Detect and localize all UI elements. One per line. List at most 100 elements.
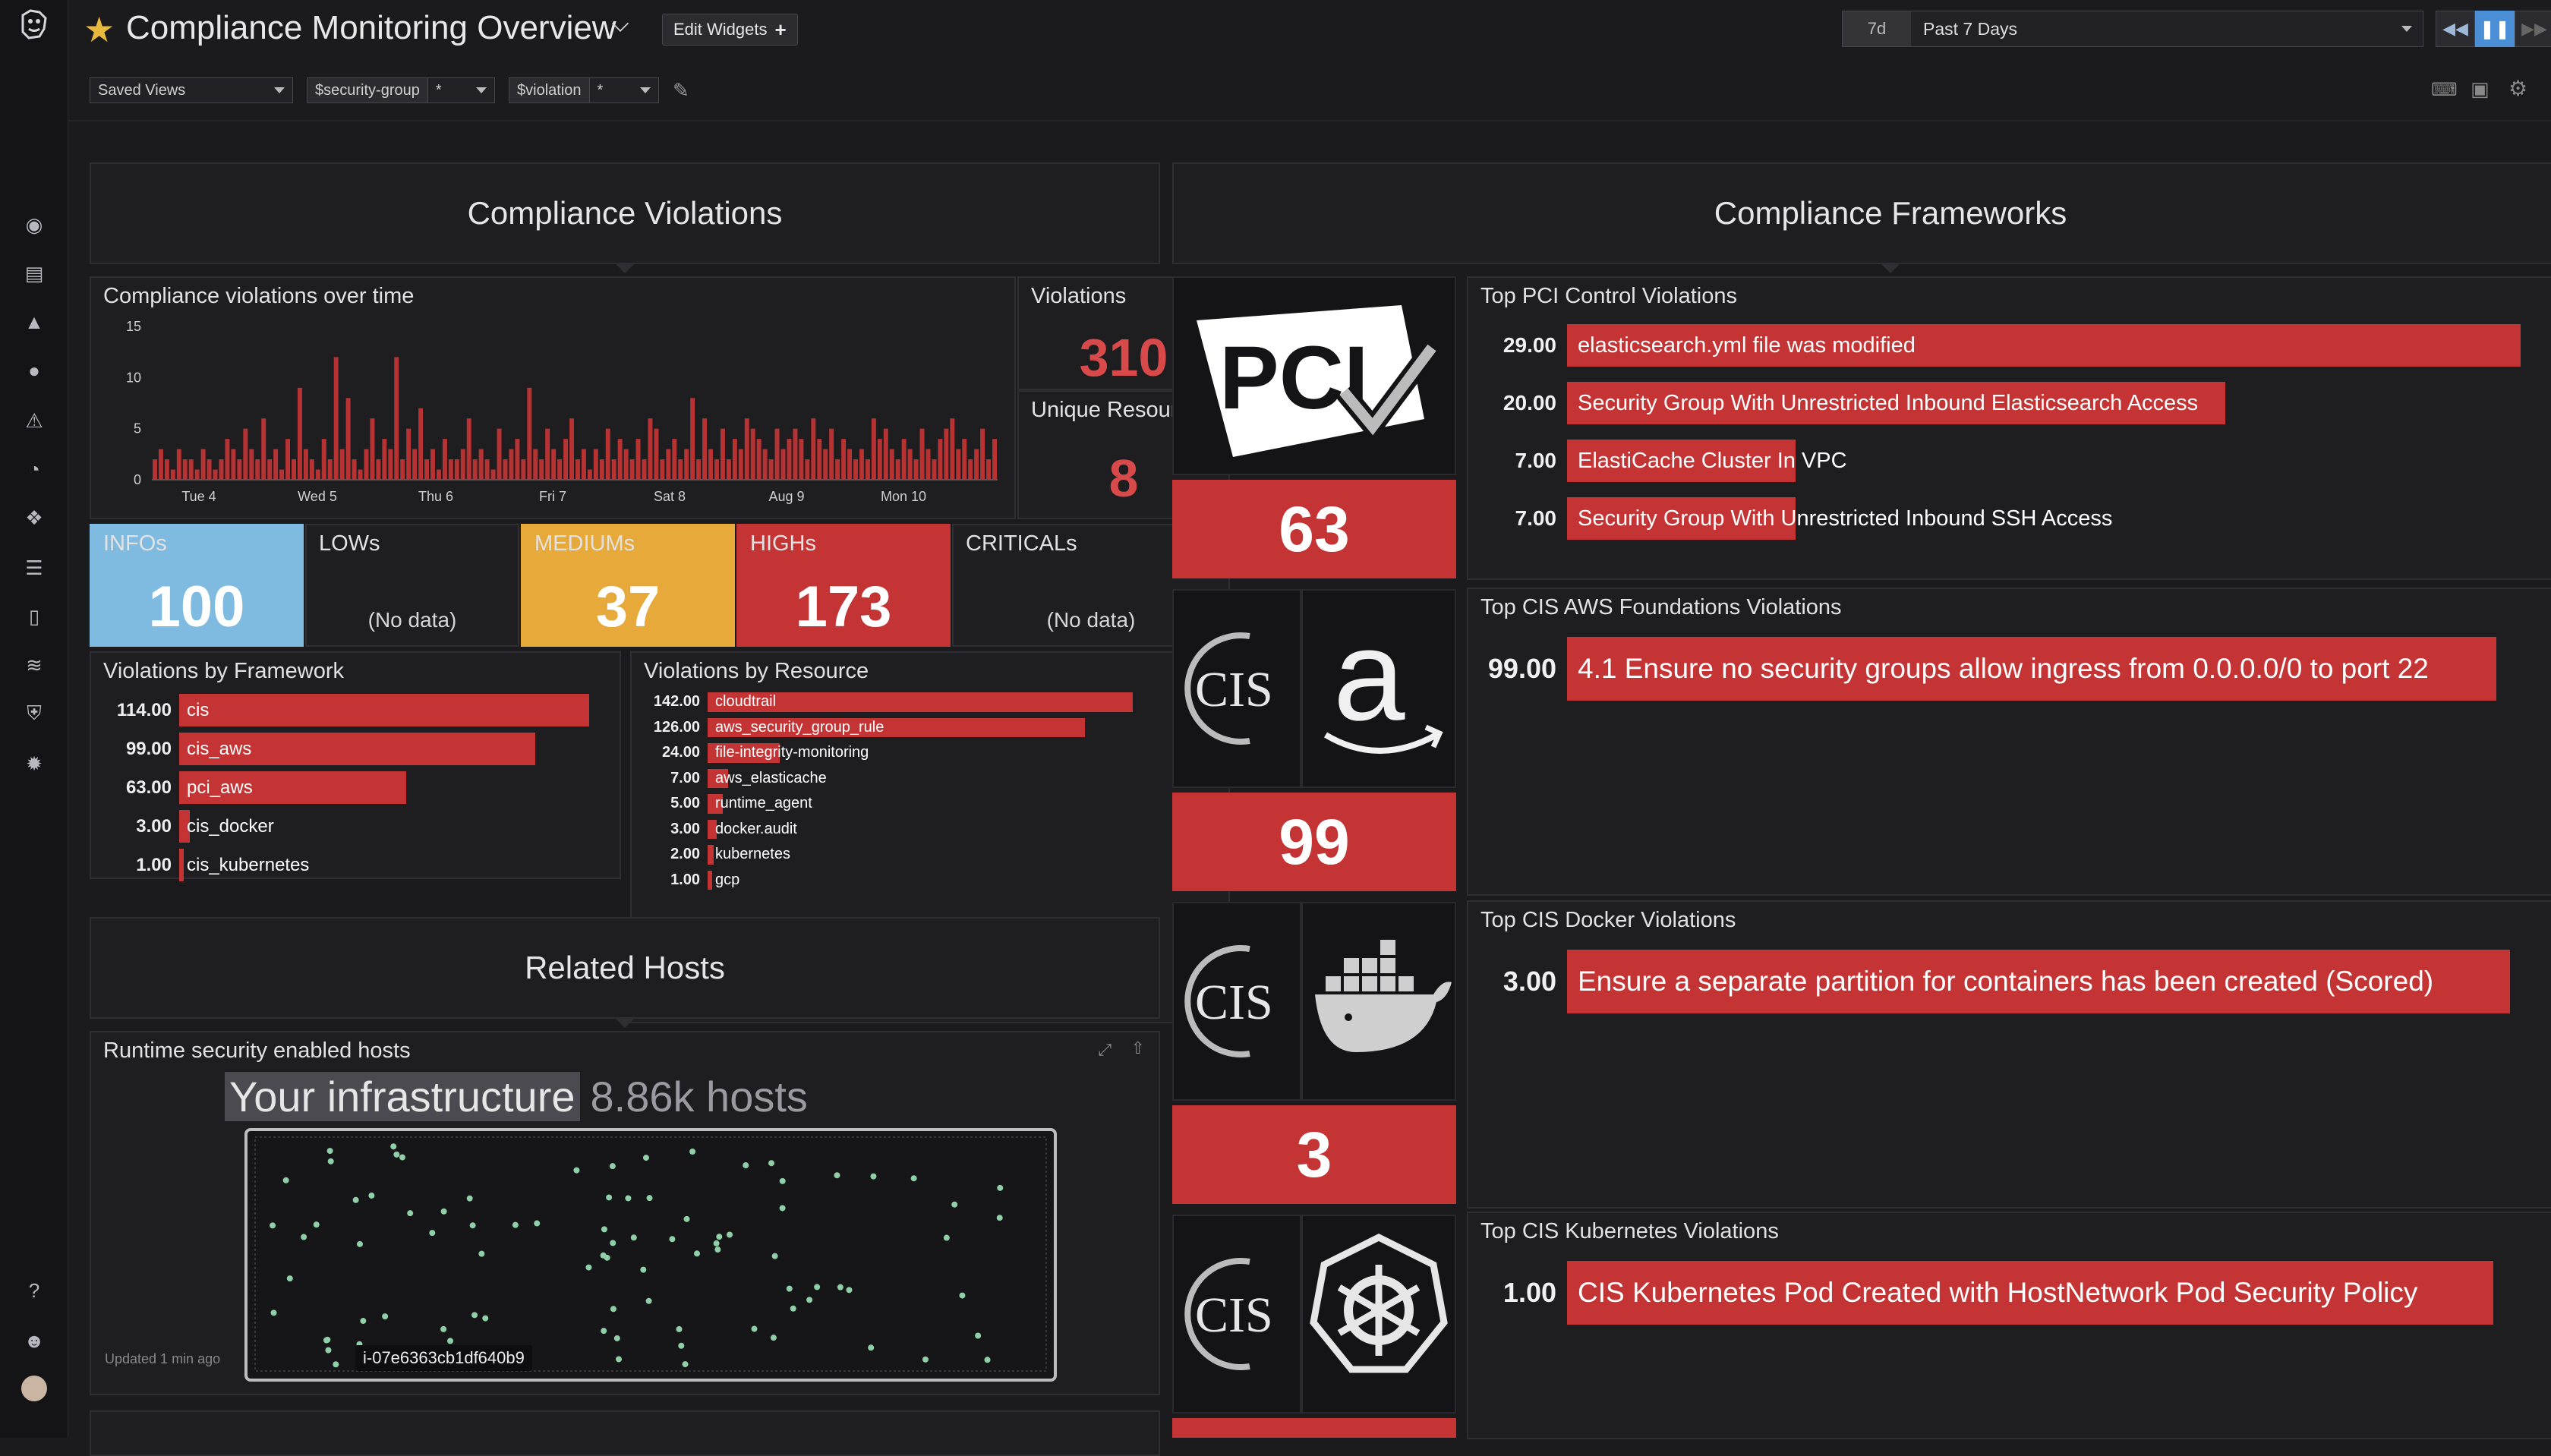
security-shield-icon[interactable]: ⛨	[27, 701, 42, 724]
chart-bar[interactable]	[170, 469, 175, 480]
keyboard-icon[interactable]: ⌨	[2431, 80, 2458, 100]
logs-icon[interactable]: ☰	[25, 556, 43, 579]
chart-bar[interactable]	[829, 428, 834, 480]
chart-bar[interactable]	[750, 428, 755, 480]
severity-widget-highs[interactable]: HIGHs 173	[736, 524, 951, 647]
chart-bar[interactable]	[629, 459, 635, 480]
chart-bar[interactable]	[430, 449, 435, 480]
chart-bar[interactable]	[823, 449, 828, 480]
hostmap-canvas[interactable]	[244, 1128, 1057, 1382]
host-dot[interactable]	[399, 1154, 405, 1161]
chart-bar[interactable]	[412, 449, 418, 480]
chart-bar[interactable]	[932, 459, 937, 480]
host-dot[interactable]	[676, 1325, 683, 1332]
chart-bar[interactable]	[956, 449, 961, 480]
host-dot[interactable]	[868, 1344, 875, 1351]
chart-bar[interactable]	[352, 459, 357, 480]
host-dot[interactable]	[469, 1222, 476, 1229]
toplist-row[interactable]: 63.00 pci_aws	[91, 771, 620, 804]
chart-bar[interactable]	[442, 439, 447, 480]
host-dot[interactable]	[326, 1148, 333, 1155]
host-dot[interactable]	[360, 1318, 367, 1325]
chart-bar[interactable]	[642, 459, 647, 480]
chart-bar[interactable]	[678, 459, 683, 480]
host-dot[interactable]	[726, 1231, 733, 1238]
chart-bar[interactable]	[744, 418, 749, 480]
host-dot[interactable]	[606, 1194, 613, 1201]
chart-bar[interactable]	[581, 449, 586, 480]
chart-bar[interactable]	[950, 418, 955, 480]
host-dot[interactable]	[333, 1361, 339, 1368]
host-dot[interactable]	[368, 1192, 375, 1199]
chart-bar[interactable]	[871, 418, 876, 480]
pause-icon[interactable]: ❚❚	[2475, 11, 2515, 47]
chart-bar[interactable]	[182, 459, 188, 480]
host-dot[interactable]	[325, 1347, 332, 1354]
chart-bar[interactable]	[539, 459, 544, 480]
host-dot[interactable]	[984, 1357, 991, 1363]
integrations-puzzle-icon[interactable]: ❖	[25, 506, 43, 529]
chart-bar[interactable]	[297, 387, 302, 480]
chart-bar[interactable]	[738, 449, 743, 480]
chart-bar[interactable]	[527, 387, 532, 480]
chart-bar[interactable]	[309, 459, 314, 480]
host-dot[interactable]	[951, 1201, 958, 1208]
host-dot[interactable]	[846, 1287, 853, 1294]
chart-bar[interactable]	[708, 449, 714, 480]
chart-bar[interactable]	[648, 418, 653, 480]
toplist-row[interactable]: 7.00 ElastiCache Cluster In VPC	[1468, 436, 2551, 486]
infrastructure-icon[interactable]: ●	[28, 358, 40, 382]
host-dot[interactable]	[751, 1325, 758, 1332]
chart-bar[interactable]	[714, 459, 719, 480]
chart-bar[interactable]	[321, 439, 326, 480]
chart-bar[interactable]	[533, 449, 538, 480]
chart-bar[interactable]	[901, 439, 907, 480]
chart-bar[interactable]	[315, 469, 320, 480]
host-dot[interactable]	[959, 1292, 966, 1299]
security-group-variable[interactable]: $security-group *	[307, 77, 495, 103]
saved-views-select[interactable]: Saved Views	[90, 77, 293, 103]
host-dot[interactable]	[630, 1234, 637, 1241]
chart-bar[interactable]	[635, 439, 641, 480]
chart-bar[interactable]	[388, 449, 393, 480]
toplist-row[interactable]: 7.00 Security Group With Unrestricted Inb…	[1468, 493, 2551, 544]
chart-bar[interactable]	[968, 459, 973, 480]
chart-bar[interactable]	[938, 439, 943, 480]
dashboard-list-icon[interactable]: ▤	[24, 261, 44, 285]
host-dot[interactable]	[837, 1284, 844, 1291]
infrastructure-label[interactable]: Your infrastructure	[225, 1072, 580, 1121]
chart-bar[interactable]	[811, 418, 816, 480]
host-dot[interactable]	[313, 1221, 320, 1228]
chart-bar[interactable]	[333, 357, 339, 480]
chart-bar[interactable]	[974, 449, 979, 480]
host-dot[interactable]	[356, 1240, 363, 1247]
chart-bar[interactable]	[370, 418, 375, 480]
host-dot[interactable]	[352, 1196, 359, 1203]
tv-mode-icon[interactable]: ▣	[2471, 77, 2490, 100]
host-dot[interactable]	[716, 1234, 723, 1240]
host-dot[interactable]	[447, 1338, 454, 1344]
chart-bar[interactable]	[454, 459, 459, 480]
chart-bar[interactable]	[702, 418, 708, 480]
chart-bar[interactable]	[690, 398, 695, 480]
chart-bar[interactable]	[273, 449, 279, 480]
pencil-icon[interactable]: ✎	[673, 79, 689, 102]
chart-bar[interactable]	[768, 459, 774, 480]
host-dot[interactable]	[870, 1173, 877, 1180]
host-dot[interactable]	[323, 1337, 330, 1344]
toplist-row[interactable]: 99.00 4.1 Ensure no security groups allow…	[1468, 633, 2551, 704]
cis-logo-k8s[interactable]: CIS	[1172, 1215, 1301, 1413]
chart-bar[interactable]	[255, 459, 260, 480]
top-cis-aws-violations-widget[interactable]: Top CIS AWS Foundations Violations 99.00…	[1467, 588, 2551, 896]
chart-bar[interactable]	[219, 459, 224, 480]
toplist-row[interactable]: 126.00 aws_security_group_rule	[632, 717, 1228, 737]
chart-bar[interactable]	[406, 428, 412, 480]
chart-bar[interactable]	[460, 449, 465, 480]
notebook-icon[interactable]: ▯	[28, 604, 40, 628]
chart-bar[interactable]	[944, 428, 949, 480]
chart-bar[interactable]	[762, 449, 768, 480]
chart-bar[interactable]	[292, 459, 296, 480]
top-pci-violations-widget[interactable]: Top PCI Control Violations 29.00 elastics…	[1467, 276, 2551, 580]
chart-bar[interactable]	[780, 449, 786, 480]
chart-bar[interactable]	[551, 449, 557, 480]
